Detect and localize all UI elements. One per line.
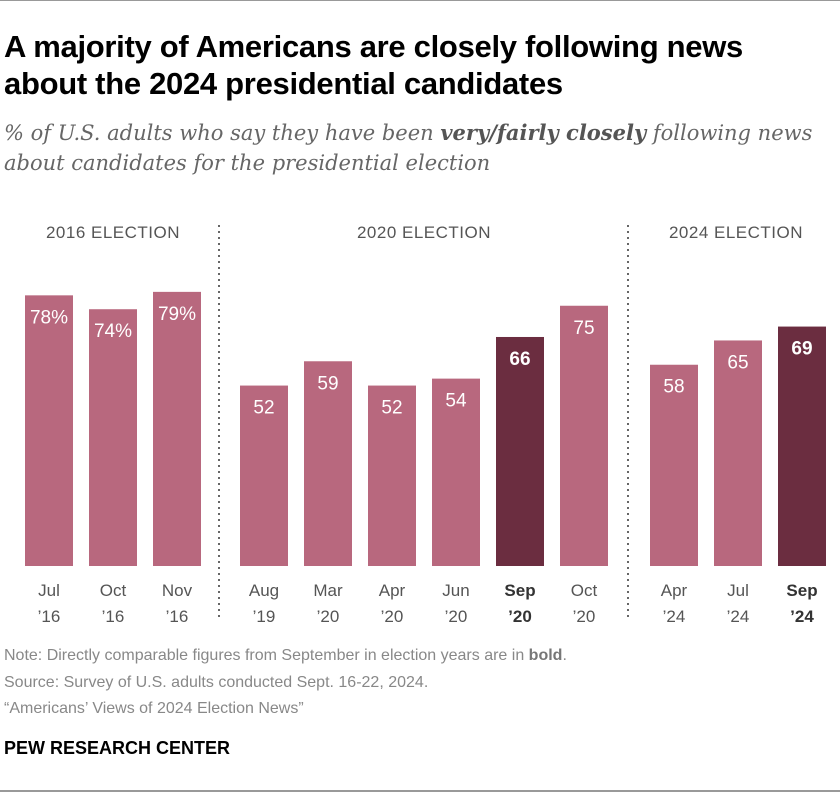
data-label: 65 — [727, 352, 748, 373]
x-tick-label: Apr — [379, 581, 406, 600]
bar — [368, 385, 416, 566]
note-bold: bold — [528, 647, 563, 664]
x-tick-label: Jul — [38, 581, 60, 600]
x-tick-label: ’20 — [381, 607, 404, 626]
x-tick-label: Nov — [162, 581, 193, 600]
group-label: 2016 ELECTION — [46, 223, 180, 242]
data-label: 74% — [94, 321, 132, 342]
bar — [432, 378, 480, 566]
bar-chart: 2016 ELECTION 78% Jul ’16 74% Oct ’16 79% Nov ’16… — [25, 223, 826, 626]
data-label: 52 — [381, 398, 402, 419]
x-tick-label: Jun — [442, 581, 469, 600]
bar — [560, 305, 608, 566]
x-tick-label: Mar — [313, 581, 343, 600]
bar — [650, 364, 698, 566]
x-tick-label: Oct — [571, 581, 598, 600]
brand-logo-text: PEW RESEARCH CENTER — [4, 738, 231, 758]
data-label: 54 — [445, 391, 467, 412]
top-rule — [0, 0, 840, 1]
data-label: 75 — [573, 318, 594, 339]
x-tick-label: ’20 — [317, 607, 340, 626]
note: Note: Directly comparable figures from S… — [4, 646, 567, 666]
data-label: 69 — [791, 339, 812, 360]
subtitle-pre: % of U.S. adults who say they have been — [4, 121, 441, 145]
report-title: “Americans’ Views of 2024 Election News” — [4, 700, 304, 717]
data-label: 79% — [158, 304, 196, 325]
bar — [496, 336, 544, 566]
data-label: 59 — [317, 373, 338, 394]
bottom-rule — [0, 790, 840, 792]
note-text: Note: Directly comparable figures from S… — [4, 647, 529, 664]
x-tick-label: ’24 — [663, 607, 686, 626]
bar — [89, 309, 137, 566]
x-tick-label: Oct — [100, 581, 127, 600]
bar — [25, 295, 73, 566]
chart-subtitle: % of U.S. adults who say they have been … — [4, 118, 834, 178]
bar — [778, 326, 826, 566]
x-tick-label: ’20 — [573, 607, 596, 626]
data-label: 78% — [30, 307, 68, 328]
data-label: 52 — [253, 398, 274, 419]
x-tick-label: ’19 — [253, 607, 276, 626]
x-tick-label: Sep — [786, 581, 817, 600]
x-tick-label: Sep — [504, 581, 535, 600]
x-tick-label: ’16 — [102, 607, 125, 626]
subtitle-bold: very/fairly closely — [440, 120, 647, 145]
source: Source: Survey of U.S. adults conducted … — [4, 674, 429, 691]
group-label: 2020 ELECTION — [357, 223, 491, 242]
group-label: 2024 ELECTION — [669, 223, 803, 242]
x-tick-label: ’24 — [790, 607, 814, 626]
x-tick-label: ’16 — [38, 607, 61, 626]
x-tick-label: Aug — [249, 581, 279, 600]
x-tick-label: Jul — [727, 581, 749, 600]
bar — [304, 361, 352, 566]
chart-title: A majority of Americans are closely foll… — [4, 29, 743, 101]
x-tick-label: Apr — [661, 581, 688, 600]
x-tick-label: ’20 — [445, 607, 468, 626]
bar — [153, 291, 201, 566]
data-label: 58 — [663, 377, 684, 398]
x-tick-label: ’24 — [727, 607, 750, 626]
data-label: 66 — [509, 349, 530, 370]
bar — [714, 340, 762, 566]
x-tick-label: ’20 — [508, 607, 532, 626]
bar — [240, 385, 288, 566]
x-tick-label: ’16 — [166, 607, 189, 626]
note-end: . — [562, 647, 567, 664]
subtitle-post: following news about candidates for the … — [4, 121, 813, 175]
